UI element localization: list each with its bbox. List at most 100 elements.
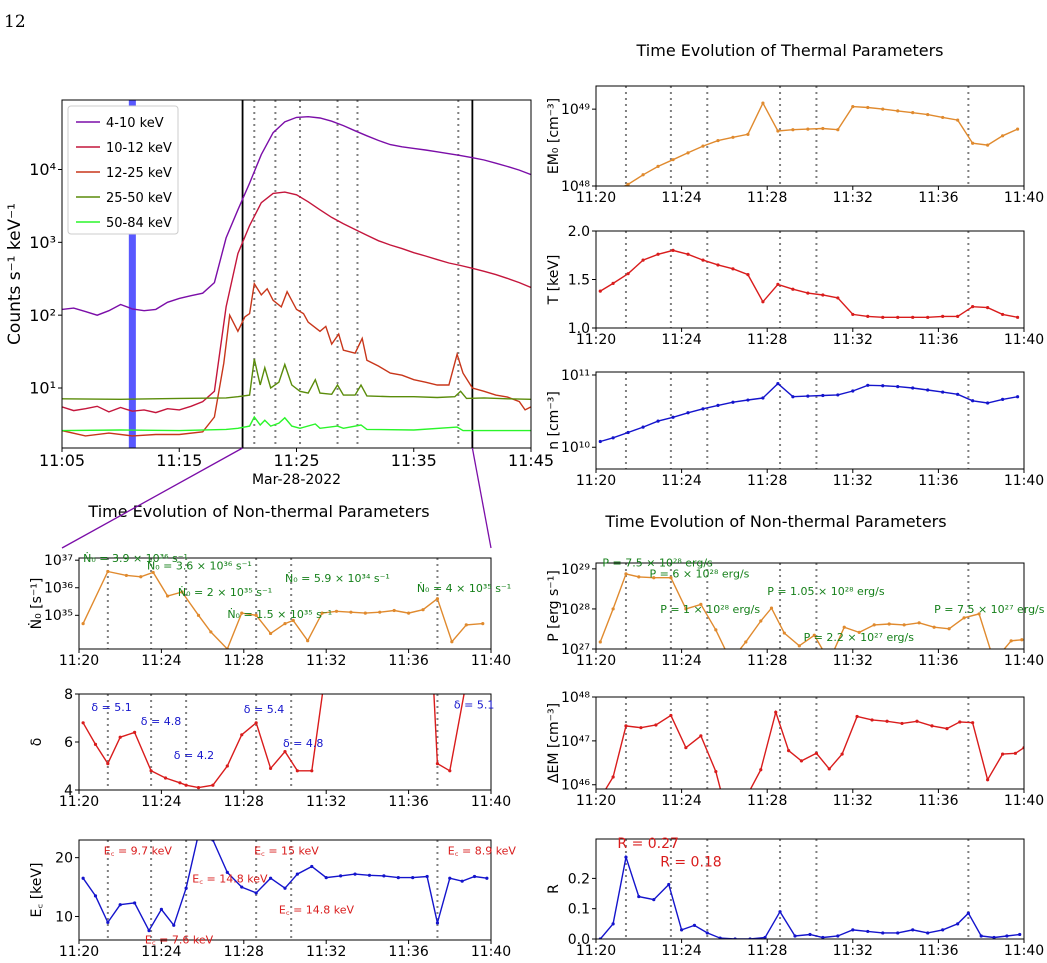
data-point — [947, 627, 951, 631]
y-axis-label: Ṅ₀ [s⁻¹] — [27, 578, 45, 630]
y-tick-label: 10²⁹ — [561, 562, 590, 578]
data-point — [363, 611, 367, 615]
annotation-label: R = 0.18 — [660, 854, 722, 870]
data-point — [699, 734, 703, 738]
annotation-label: P = 7.5 × 10²⁷ erg/s — [934, 603, 1045, 616]
panel-title: Time Evolution of Non-thermal Parameters — [87, 502, 429, 521]
data-point — [686, 252, 690, 256]
data-point — [435, 921, 440, 925]
legend-box — [67, 105, 179, 235]
data-point — [611, 922, 615, 926]
data-point — [896, 315, 900, 319]
data-point — [782, 631, 786, 635]
data-point — [776, 282, 780, 286]
x-tick-label: 11:36 — [918, 943, 958, 959]
data-point — [396, 876, 400, 880]
y-tick-label: 6 — [64, 735, 73, 751]
data-point — [626, 430, 630, 435]
data-point — [714, 628, 718, 632]
x-tick-label: 11:28 — [747, 473, 787, 489]
legend-label: 12-25 keV — [106, 166, 172, 181]
data-point — [808, 932, 812, 937]
series-10-12keV — [62, 191, 531, 414]
y-axis-label: P [erg s⁻¹] — [546, 570, 562, 642]
data-point — [821, 126, 825, 131]
data-point — [268, 876, 273, 880]
data-point — [93, 894, 98, 898]
x-tick-label: 11:20 — [576, 653, 616, 669]
data-point — [392, 608, 396, 613]
y-axis-label: EM₀ [cm⁻³] — [546, 98, 562, 174]
data-point — [225, 870, 229, 874]
y-tick-label: 10⁴⁸ — [561, 690, 590, 706]
zoom-connector-left — [61, 447, 243, 549]
x-tick-label: 11:40 — [1004, 332, 1044, 348]
data-point — [254, 721, 258, 725]
x-tick-label: 11:40 — [1004, 943, 1044, 959]
data-point — [885, 719, 889, 723]
axes-frame — [595, 696, 1025, 790]
x-tick-label: 11:28 — [747, 653, 787, 669]
series-4-10keV — [62, 115, 531, 316]
data-point — [827, 767, 831, 771]
data-point — [465, 680, 468, 683]
data-point — [1001, 134, 1005, 138]
x-tick-label: 11:36 — [918, 190, 958, 206]
annotation-label: Ṅ₀ = 5.9 × 10³⁴ s⁻¹ — [285, 572, 390, 585]
annotation-label: Ṅ₀ = 3.6 × 10³⁶ s⁻¹ — [147, 560, 252, 573]
x-tick-label: 11:32 — [833, 943, 873, 959]
data-point — [851, 312, 855, 317]
data-point — [900, 721, 904, 726]
data-point — [611, 436, 615, 440]
data-point — [971, 399, 975, 403]
y-axis-label: R — [546, 884, 562, 894]
x-tick-label: 11:24 — [141, 944, 181, 960]
data-point — [686, 151, 690, 155]
data-point — [611, 281, 615, 285]
x-tick-label: 11:20 — [576, 190, 616, 206]
data-point — [254, 891, 258, 895]
data-point — [870, 718, 874, 722]
series-line — [82, 694, 324, 789]
data-point — [881, 107, 885, 111]
series-line — [604, 709, 1024, 789]
plot-area-density — [598, 372, 1020, 469]
x-tick-label: 11:05 — [39, 451, 85, 470]
data-point — [979, 934, 983, 938]
data-point — [411, 876, 415, 880]
data-point — [310, 769, 314, 773]
data-point — [1001, 752, 1005, 756]
data-point — [759, 768, 763, 772]
data-point — [806, 127, 810, 131]
axes-frame — [595, 230, 1025, 329]
data-point — [971, 721, 975, 725]
data-point — [769, 606, 774, 610]
data-point — [797, 644, 801, 648]
data-point — [460, 879, 464, 883]
plot-area-power — [598, 563, 1024, 649]
data-point — [106, 920, 110, 924]
zoom-connector-right — [471, 447, 492, 549]
data-point — [746, 132, 750, 136]
data-point — [701, 144, 705, 148]
x-tick-label: 11:20 — [576, 943, 616, 959]
data-point — [731, 135, 735, 139]
x-tick-label: 11:40 — [1004, 793, 1044, 809]
x-tick-label: 11:28 — [747, 793, 787, 809]
data-point — [855, 714, 859, 719]
y-tick-label: 0.2 — [568, 871, 590, 887]
data-point — [686, 411, 690, 415]
data-point — [701, 407, 705, 411]
series-line — [599, 249, 1018, 318]
y-tick-label: 10² — [29, 306, 56, 325]
data-point — [407, 611, 411, 615]
y-tick-label: 0.1 — [568, 902, 590, 918]
data-point — [268, 766, 273, 771]
data-point — [240, 611, 244, 615]
legend-label: 10-12 keV — [106, 141, 172, 156]
legend-label: 25-50 keV — [106, 191, 172, 206]
data-point — [149, 769, 153, 773]
data-point — [774, 710, 778, 714]
data-point — [667, 882, 671, 887]
data-point — [435, 597, 440, 601]
